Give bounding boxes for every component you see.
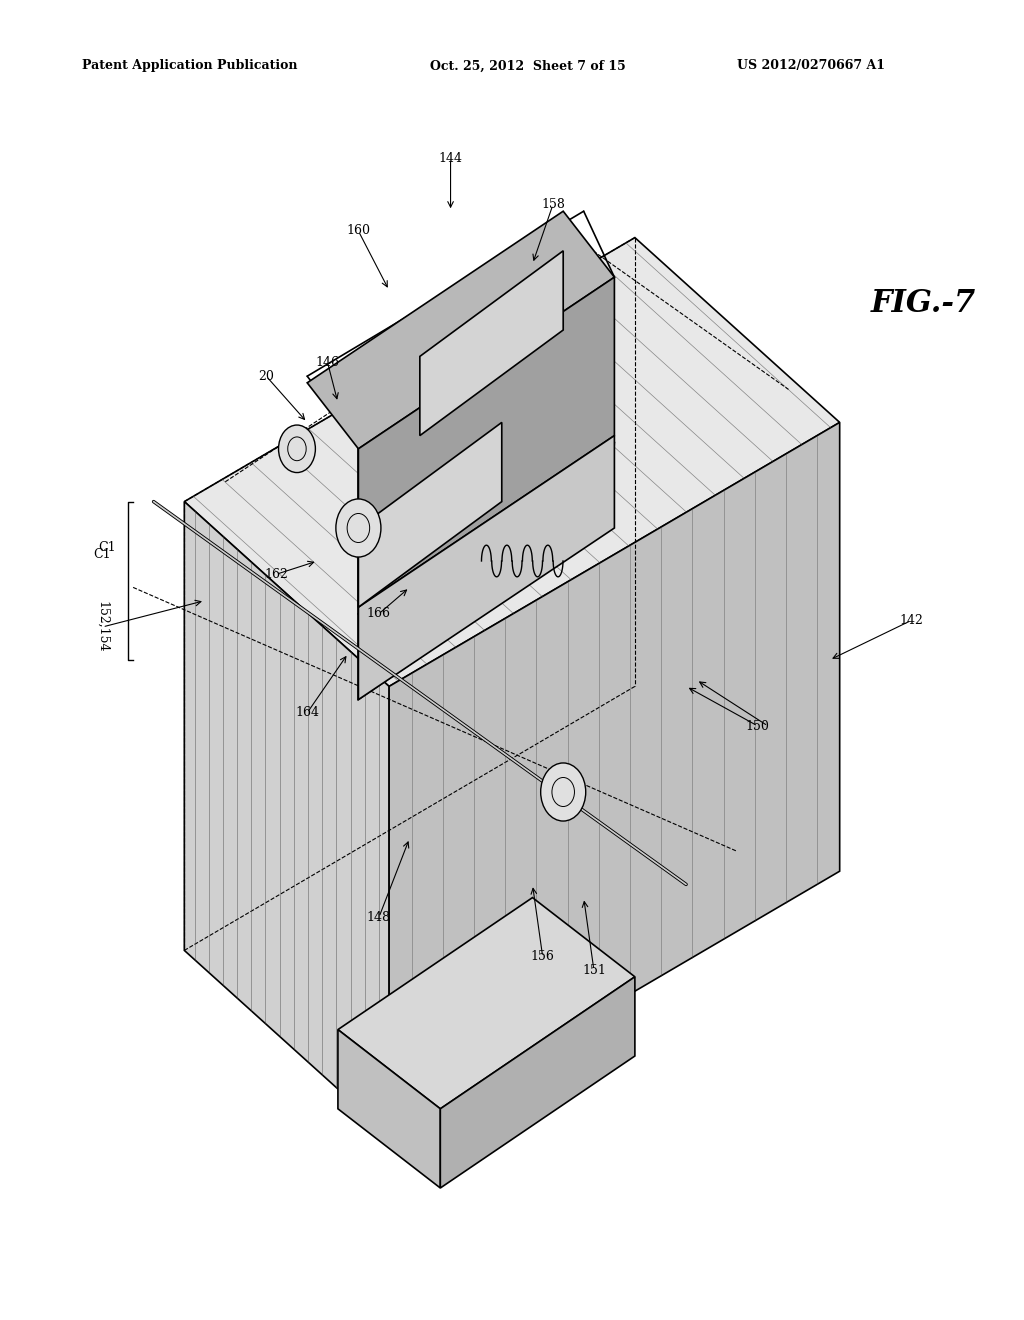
Text: FIG.-7: FIG.-7 — [870, 288, 976, 319]
Polygon shape — [358, 436, 614, 700]
Text: 148: 148 — [367, 911, 391, 924]
Text: 142: 142 — [899, 614, 924, 627]
Text: 156: 156 — [530, 950, 555, 964]
Text: 146: 146 — [315, 356, 340, 370]
Text: 164: 164 — [295, 706, 319, 719]
Polygon shape — [338, 898, 635, 1109]
Polygon shape — [440, 977, 635, 1188]
Text: 162: 162 — [264, 568, 289, 581]
Polygon shape — [358, 422, 502, 607]
Text: 158: 158 — [541, 198, 565, 211]
Polygon shape — [358, 277, 614, 607]
Text: 150: 150 — [745, 719, 770, 733]
Text: 20: 20 — [258, 370, 274, 383]
Polygon shape — [184, 238, 840, 686]
Circle shape — [336, 499, 381, 557]
Text: 166: 166 — [367, 607, 391, 620]
Polygon shape — [338, 1030, 440, 1188]
Text: 151: 151 — [582, 964, 606, 977]
Text: Oct. 25, 2012  Sheet 7 of 15: Oct. 25, 2012 Sheet 7 of 15 — [430, 59, 626, 73]
Text: Patent Application Publication: Patent Application Publication — [82, 59, 297, 73]
Polygon shape — [389, 422, 840, 1135]
Text: C1: C1 — [98, 541, 117, 554]
Polygon shape — [184, 502, 389, 1135]
Text: C1: C1 — [93, 548, 112, 561]
Text: 144: 144 — [438, 152, 463, 165]
Circle shape — [541, 763, 586, 821]
Text: US 2012/0270667 A1: US 2012/0270667 A1 — [737, 59, 886, 73]
Polygon shape — [307, 211, 614, 449]
Circle shape — [279, 425, 315, 473]
Text: 160: 160 — [346, 224, 371, 238]
Polygon shape — [420, 251, 563, 436]
Text: 152,154: 152,154 — [96, 601, 109, 653]
